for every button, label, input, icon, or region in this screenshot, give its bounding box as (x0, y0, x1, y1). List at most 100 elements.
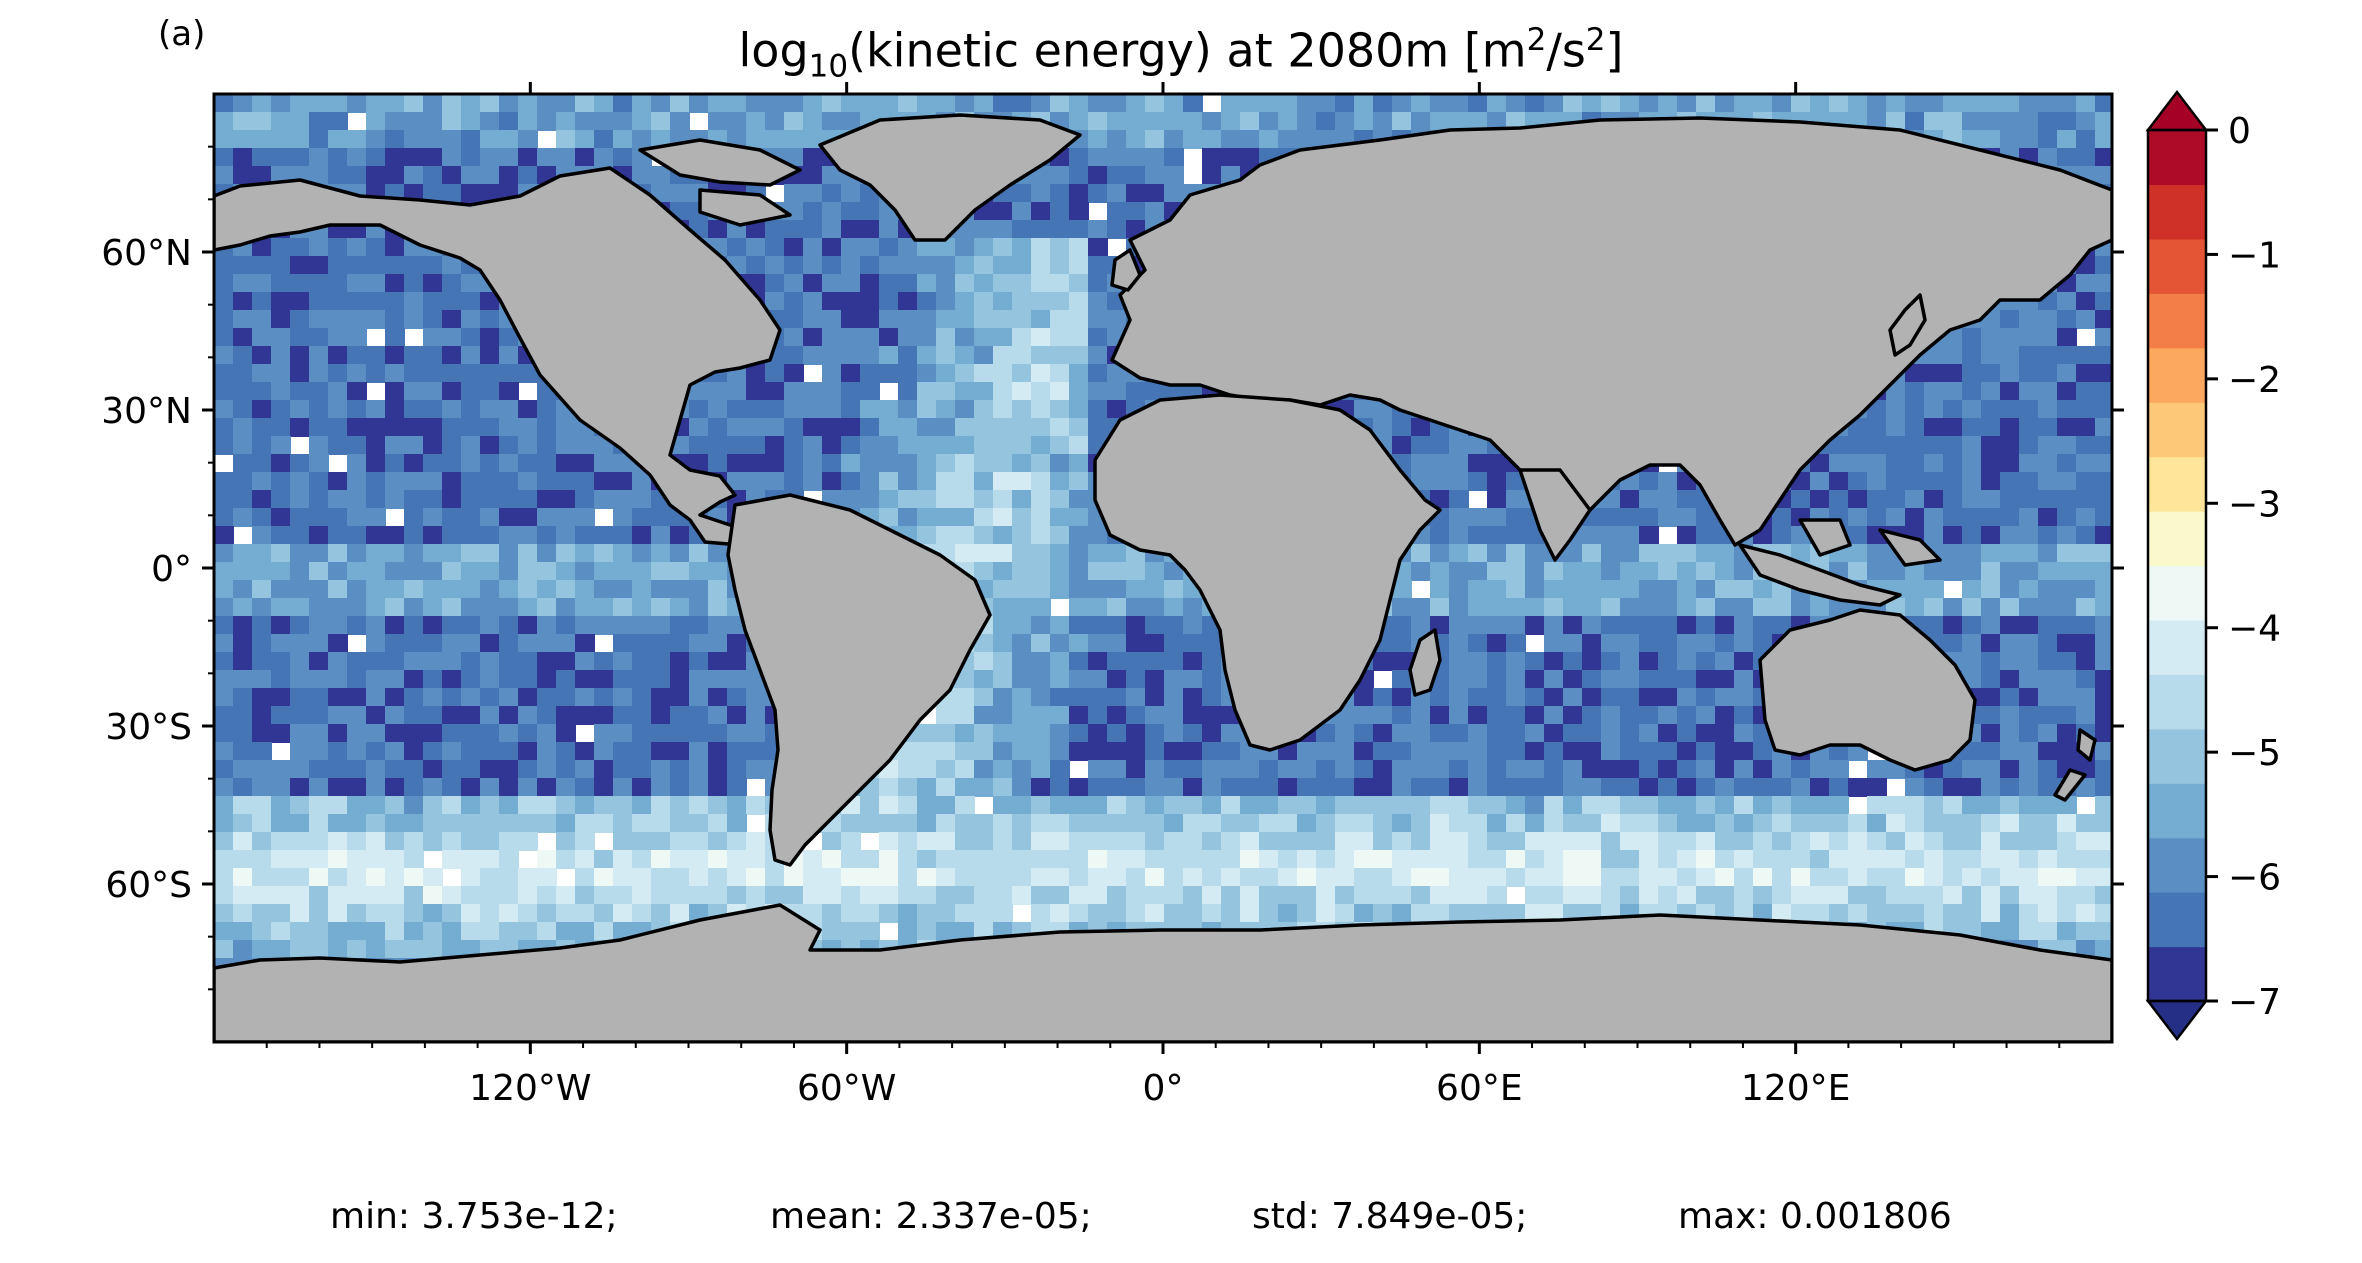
ocean-cell (898, 868, 918, 887)
ocean-cell (1601, 814, 1621, 833)
ocean-cell (822, 292, 842, 311)
ocean-cell (499, 814, 519, 833)
ocean-cell (499, 868, 519, 887)
ocean-cell (1069, 778, 1089, 797)
ocean-cell (1715, 724, 1735, 743)
ocean-cell (1050, 292, 1070, 311)
ocean-cell (860, 256, 880, 275)
ocean-cell (1506, 580, 1526, 599)
ocean-cell (1848, 490, 1868, 509)
ocean-cell (1582, 94, 1602, 113)
ocean-cell (461, 328, 481, 347)
ocean-cell (442, 490, 462, 509)
ocean-cell (2076, 904, 2096, 923)
ocean-cell (1677, 634, 1697, 653)
ocean-cell (1031, 400, 1051, 419)
ocean-cell (556, 760, 576, 779)
ocean-cell (423, 130, 443, 149)
ocean-cell (499, 688, 519, 707)
ocean-cell (1297, 760, 1317, 779)
ocean-cell (1069, 796, 1089, 815)
ocean-cell (233, 598, 253, 617)
ocean-cell (1962, 832, 1982, 851)
ocean-cell (2019, 670, 2039, 689)
ocean-cell (1050, 418, 1070, 437)
ocean-cell (1050, 868, 1070, 887)
ocean-cell (803, 382, 823, 401)
ocean-cell (1012, 544, 1032, 563)
ocean-cell (898, 490, 918, 509)
ocean-cell (594, 112, 614, 131)
ocean-cell (993, 670, 1013, 689)
ocean-cell (290, 238, 310, 257)
ocean-cell (2076, 832, 2096, 851)
ocean-cell (670, 778, 690, 797)
ocean-cell (1126, 202, 1146, 221)
ocean-cell (955, 490, 975, 509)
ocean-cell (1924, 562, 1944, 581)
ocean-cell (2076, 454, 2096, 473)
ocean-cell (385, 904, 405, 923)
ocean-cell (537, 706, 557, 725)
ocean-cell (879, 868, 899, 887)
ocean-cell (252, 400, 272, 419)
ocean-cell (1297, 112, 1317, 131)
ocean-cell (1031, 580, 1051, 599)
ocean-cell (708, 832, 728, 851)
ocean-cell (1107, 166, 1127, 185)
ocean-cell (917, 922, 937, 941)
ocean-cell (1658, 670, 1678, 689)
ocean-cell (2076, 706, 2096, 725)
ocean-cell (366, 148, 386, 167)
ocean-cell (2076, 274, 2096, 293)
ocean-cell (1069, 886, 1089, 905)
ocean-cell (537, 418, 557, 437)
ocean-cell (993, 274, 1013, 293)
ocean-cell (233, 832, 253, 851)
ocean-cell (651, 814, 671, 833)
ocean-cell (518, 418, 538, 437)
ocean-cell (613, 94, 633, 113)
ocean-cell (1411, 850, 1431, 869)
ocean-cell (1506, 868, 1526, 887)
ocean-cell (2038, 922, 2058, 941)
ocean-cell (917, 814, 937, 833)
ocean-cell (1981, 508, 2001, 527)
ocean-cell (1373, 850, 1393, 869)
ocean-cell (936, 490, 956, 509)
ocean-cell (1297, 742, 1317, 761)
ocean-cell (1050, 490, 1070, 509)
ocean-cell (1715, 652, 1735, 671)
ocean-cell (1886, 886, 1906, 905)
ocean-cell (1373, 652, 1393, 671)
ocean-cell (1183, 904, 1203, 923)
ocean-cell (423, 418, 443, 437)
ocean-cell (499, 724, 519, 743)
ocean-cell (1107, 580, 1127, 599)
ocean-cell (1772, 778, 1792, 797)
ocean-cell (1354, 742, 1374, 761)
ocean-cell (1202, 760, 1222, 779)
ocean-cell (1658, 580, 1678, 599)
ocean-cell (727, 688, 747, 707)
ocean-cell (746, 472, 766, 491)
ocean-cell (290, 922, 310, 941)
ocean-cell (1734, 814, 1754, 833)
ocean-cell (366, 652, 386, 671)
ocean-cell (537, 922, 557, 941)
ocean-cell (1867, 886, 1887, 905)
ocean-cell (1259, 904, 1279, 923)
ocean-cell (1981, 688, 2001, 707)
ocean-cell (1620, 634, 1640, 653)
ocean-cell (784, 256, 804, 275)
ocean-cell (2038, 796, 2058, 815)
ocean-cell (252, 328, 272, 347)
ocean-cell (1354, 904, 1374, 923)
ocean-cell (1886, 508, 1906, 527)
ocean-cell (1221, 130, 1241, 149)
ocean-cell (2038, 382, 2058, 401)
ocean-cell (1829, 868, 1849, 887)
ocean-cell (613, 652, 633, 671)
ocean-cell (1582, 598, 1602, 617)
